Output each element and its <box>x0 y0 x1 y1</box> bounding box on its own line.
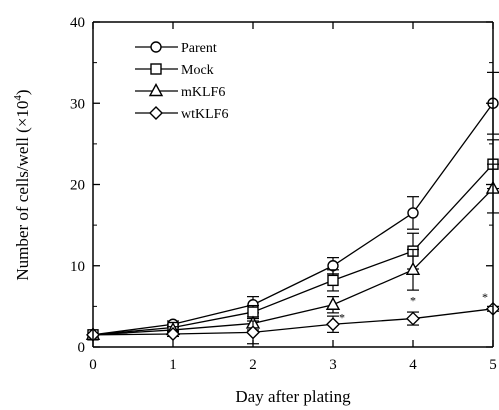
y-tick-label: 40 <box>70 15 85 31</box>
legend-item-Parent: Parent <box>135 41 217 56</box>
y-tick-label: 20 <box>70 178 85 194</box>
legend-label: mKLF6 <box>181 85 225 100</box>
legend-item-mKLF6: mKLF6 <box>135 83 225 100</box>
x-tick-label: 4 <box>409 357 417 373</box>
significance-marker: * <box>339 310 345 324</box>
data-point-mKLF6 <box>405 261 421 276</box>
x-axis-title: Day after plating <box>235 387 351 406</box>
significance-marker: * <box>482 290 488 304</box>
data-point-wtKLF6 <box>326 317 340 332</box>
x-tick-label: 5 <box>489 357 497 373</box>
legend: Parent Mock mKLF6 wtKLF6 <box>135 41 228 122</box>
legend-marker <box>150 41 162 53</box>
legend-marker <box>148 83 164 97</box>
y-tick-label: 0 <box>78 340 86 356</box>
data-point-wtKLF6 <box>246 325 260 340</box>
x-tick-label: 1 <box>169 357 177 373</box>
x-tick-label: 0 <box>89 357 97 373</box>
legend-marker <box>150 63 162 75</box>
y-axis-title: Number of cells/well (×104) <box>12 89 32 280</box>
legend-label: Parent <box>181 41 217 56</box>
data-point-Mock <box>327 274 339 287</box>
y-tick-label: 10 <box>70 259 85 275</box>
legend-marker <box>149 106 163 120</box>
data-point-mKLF6 <box>325 296 341 310</box>
legend-label: Mock <box>181 63 214 78</box>
series-line-wtKLF6 <box>92 308 494 336</box>
series-line-Parent <box>92 102 494 336</box>
significance-marker: * <box>410 294 416 308</box>
series-line-mKLF6 <box>92 188 494 336</box>
x-tick-label: 3 <box>329 357 337 373</box>
series-line-Mock <box>92 163 494 336</box>
legend-label: wtKLF6 <box>181 107 228 122</box>
data-point-Parent <box>407 207 419 219</box>
legend-item-Mock: Mock <box>135 63 214 78</box>
data-point-wtKLF6 <box>406 311 420 326</box>
axes: 0 10 20 30 40 0 1 2 3 4 5 <box>70 15 497 373</box>
x-tick-label: 2 <box>249 357 257 373</box>
legend-item-wtKLF6: wtKLF6 <box>135 106 228 122</box>
y-tick-label: 30 <box>70 96 85 112</box>
